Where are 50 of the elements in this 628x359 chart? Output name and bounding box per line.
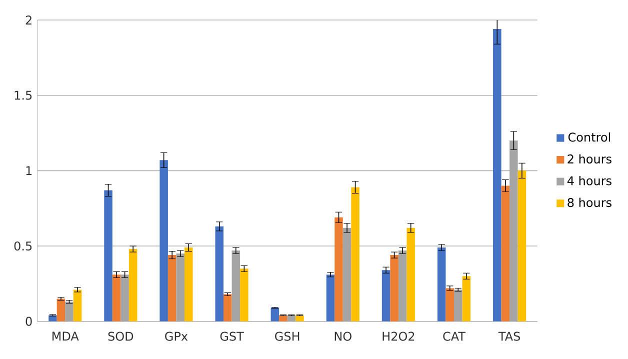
bar bbox=[104, 190, 112, 322]
bar bbox=[65, 302, 74, 322]
bar bbox=[462, 276, 471, 322]
bar bbox=[240, 268, 248, 322]
bar bbox=[390, 255, 398, 322]
bar bbox=[398, 250, 407, 322]
bar bbox=[342, 228, 352, 322]
bar bbox=[232, 250, 240, 322]
x-tick-label: NO bbox=[334, 332, 352, 341]
x-tick-label: GST bbox=[220, 332, 244, 341]
y-tick-label: 1.5 bbox=[14, 91, 32, 100]
bar bbox=[510, 140, 518, 322]
bar bbox=[160, 160, 168, 322]
x-tick-label: GPx bbox=[165, 332, 188, 341]
bar bbox=[168, 255, 176, 322]
legend-label: 4 hours bbox=[567, 176, 612, 186]
x-tick-label: GSH bbox=[275, 332, 300, 341]
bar bbox=[351, 187, 360, 322]
bar bbox=[493, 29, 502, 322]
bar bbox=[454, 290, 462, 322]
bar bbox=[56, 298, 66, 322]
legend-label: Control bbox=[568, 132, 610, 142]
bar bbox=[326, 274, 335, 322]
y-tick-label: 2 bbox=[26, 16, 32, 25]
legend-label: 8 hours bbox=[568, 198, 612, 208]
bar bbox=[224, 294, 232, 322]
bar bbox=[382, 270, 390, 322]
y-tick-label: 0.5 bbox=[14, 242, 32, 251]
y-tick-label: 0 bbox=[26, 316, 32, 326]
bar bbox=[176, 254, 184, 322]
x-tick-label: H2O2 bbox=[382, 332, 414, 341]
bar bbox=[73, 290, 82, 322]
y-tick-label: 1 bbox=[26, 166, 32, 176]
bar bbox=[215, 226, 224, 322]
bar bbox=[270, 308, 280, 322]
x-tick-label: SOD bbox=[108, 332, 134, 341]
bar bbox=[112, 274, 121, 322]
bar bbox=[128, 249, 138, 322]
bar bbox=[406, 228, 415, 322]
legend-label: 2 hours bbox=[568, 154, 612, 164]
bar bbox=[501, 186, 510, 322]
bar bbox=[446, 288, 454, 322]
x-tick-label: MDA bbox=[52, 332, 79, 341]
x-tick-label: TAS bbox=[498, 332, 520, 341]
bar bbox=[334, 218, 343, 322]
bar bbox=[437, 248, 446, 322]
bar bbox=[184, 248, 193, 322]
x-tick-label: CAT bbox=[443, 332, 466, 341]
bar bbox=[120, 274, 129, 322]
bar bbox=[518, 170, 526, 322]
